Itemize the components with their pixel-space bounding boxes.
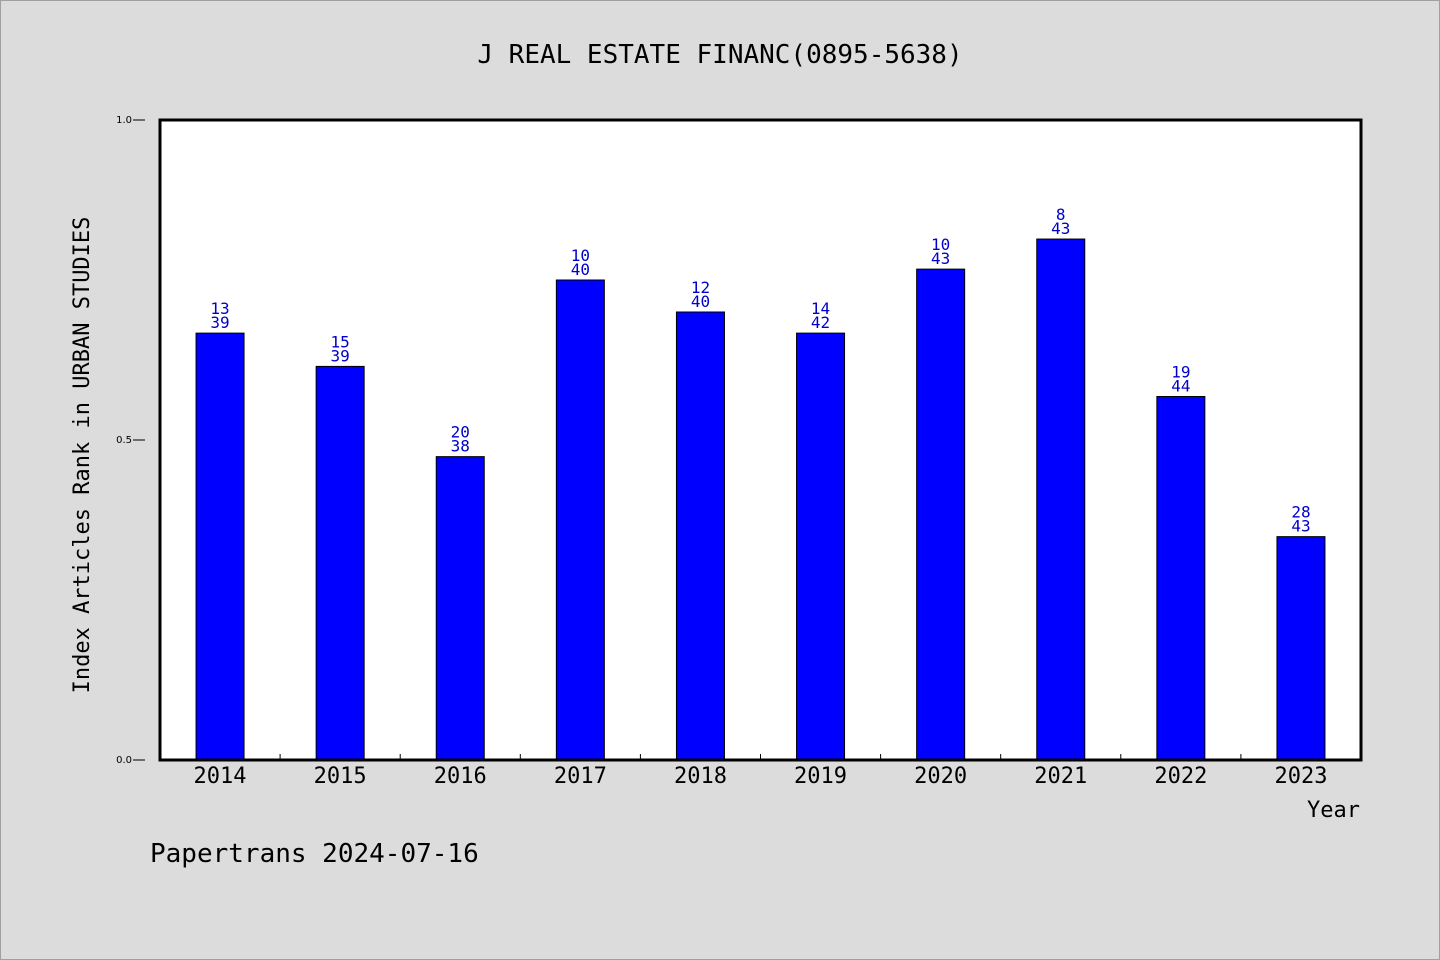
bar-rank-label-2018: 12: [691, 278, 710, 297]
bar-total-label-2016: 38: [451, 437, 470, 456]
bar-2017: [555, 279, 605, 761]
x-tick-label-2022: 2022: [1154, 764, 1207, 789]
bar-total-label-2014: 39: [210, 313, 229, 332]
bar-rank-label-2023: 28: [1291, 503, 1310, 522]
bar-2018: [675, 311, 725, 761]
bar-total-label-2023: 43: [1291, 517, 1310, 536]
bar-2015: [315, 365, 365, 761]
bar-total-label-2019: 42: [811, 313, 830, 332]
chart-title: J REAL ESTATE FINANC(0895-5638): [477, 40, 962, 70]
bar-total-label-2018: 40: [691, 292, 710, 311]
x-tick-label-2023: 2023: [1274, 764, 1327, 789]
bar-total-label-2017: 40: [571, 260, 590, 279]
bar-rank-label-2022: 19: [1171, 362, 1190, 381]
bar-2020: [916, 268, 966, 761]
x-tick-label-2016: 2016: [434, 764, 487, 789]
bar-rank-label-2014: 13: [210, 299, 229, 318]
bar-2023: [1276, 536, 1326, 761]
bar-rank-label-2021: 8: [1056, 205, 1066, 224]
y-axis-label: Index Articles Rank in URBAN STUDIES: [70, 217, 95, 694]
bar-rank-label-2015: 15: [331, 332, 350, 351]
bar-rank-label-2017: 10: [571, 246, 590, 265]
bar-rank-label-2019: 14: [811, 299, 830, 318]
x-tick-label-2014: 2014: [194, 764, 247, 789]
y-tick-label-0.0: 0.0: [116, 755, 132, 766]
bar-total-label-2022: 44: [1171, 376, 1190, 395]
x-axis-label: Year: [1307, 798, 1360, 823]
bar-2021: [1036, 238, 1086, 761]
bar-2019: [796, 332, 846, 761]
x-tick-label-2017: 2017: [554, 764, 607, 789]
bar-rank-label-2016: 20: [451, 423, 470, 442]
bar-2014: [195, 332, 245, 761]
bar-total-label-2021: 43: [1051, 219, 1070, 238]
bar-total-label-2020: 43: [931, 249, 950, 268]
x-tick-label-2015: 2015: [314, 764, 367, 789]
y-axis: 0.0 0.5 1.0: [116, 115, 145, 766]
x-tick-label-2019: 2019: [794, 764, 847, 789]
y-tick-label-1.0: 1.0: [116, 115, 132, 126]
x-axis: 2014 2015 2016 2017 2018 2019 2020 2021 2022 2023: [194, 754, 1327, 789]
x-tick-label-2021: 2021: [1034, 764, 1087, 789]
bar-2022: [1156, 395, 1206, 761]
footer-credit: Papertrans 2024-07-16: [150, 839, 479, 869]
bars-layer: [195, 238, 1326, 761]
y-tick-label-0.5: 0.5: [116, 435, 132, 446]
bar-total-label-2015: 39: [331, 346, 350, 365]
x-tick-label-2018: 2018: [674, 764, 727, 789]
x-tick-label-2020: 2020: [914, 764, 967, 789]
bar-2016: [435, 456, 485, 761]
bar-rank-label-2020: 10: [931, 235, 950, 254]
